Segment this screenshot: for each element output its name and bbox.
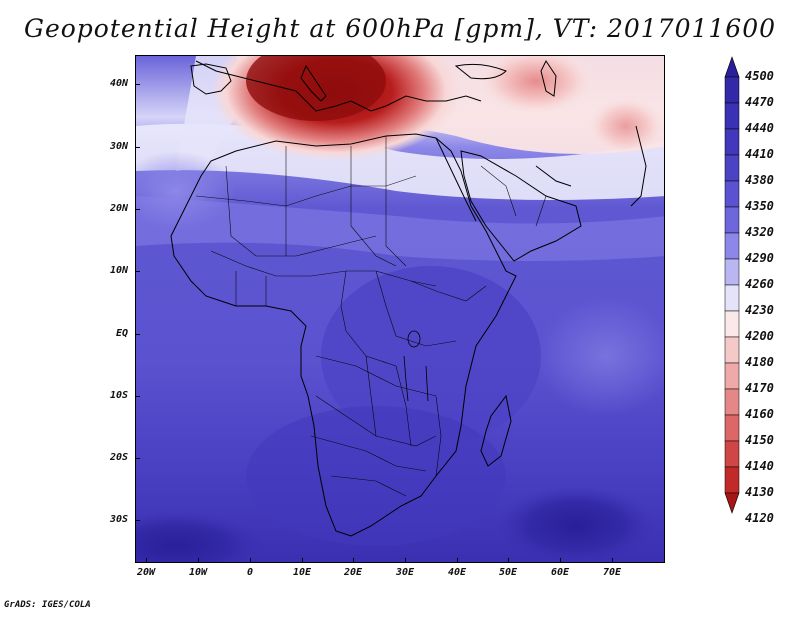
colorbar-segment	[724, 362, 740, 390]
lon-label: 40E	[447, 567, 467, 578]
colorbar-segment	[724, 102, 740, 130]
lat-tick	[135, 209, 140, 210]
lat-label: 30S	[109, 514, 128, 525]
lon-label: 10W	[188, 567, 208, 578]
colorbar-bottom-arrow	[724, 492, 740, 514]
colorbar	[724, 56, 740, 514]
colorbar-label: 4180	[745, 355, 774, 369]
colorbar-top-arrow	[724, 56, 740, 78]
lat-label: 10S	[109, 390, 128, 401]
lat-label: 20S	[109, 452, 128, 463]
colorbar-label: 4440	[745, 121, 774, 135]
colorbar-label: 4150	[745, 433, 774, 447]
south-atlantic-deep	[136, 511, 266, 562]
colorbar-segment	[724, 284, 740, 312]
lakes	[403, 330, 429, 402]
lon-tick	[146, 558, 147, 563]
lon-tick	[560, 558, 561, 563]
light-blue-band	[136, 196, 664, 261]
lat-tick	[135, 147, 140, 148]
lat-tick	[135, 271, 140, 272]
lat-label: EQ	[115, 328, 128, 339]
lon-label: 20E	[343, 567, 363, 578]
lon-tick	[353, 558, 354, 563]
lat-label: 40N	[109, 78, 128, 89]
lon-tick	[198, 558, 199, 563]
atlantic-light	[136, 151, 236, 231]
lat-tick	[135, 396, 140, 397]
colorbar-segment	[724, 388, 740, 416]
colorbar-label: 4260	[745, 277, 774, 291]
lon-label: 60E	[550, 567, 570, 578]
lat-label: 30N	[109, 141, 128, 152]
southern-africa-low	[246, 406, 506, 546]
colorbar-label: 4290	[745, 251, 774, 265]
colorbar-segment	[724, 258, 740, 286]
lat-tick	[135, 334, 140, 335]
lon-label: 20W	[136, 567, 156, 578]
lat-tick	[135, 84, 140, 85]
lon-tick	[250, 558, 251, 563]
colorbar-label: 4380	[745, 173, 774, 187]
central-africa-low	[321, 266, 541, 446]
mediterranean-core	[246, 56, 386, 121]
colorbar-label: 4410	[745, 147, 774, 161]
colorbar-segment	[724, 440, 740, 468]
colorbar-segment	[724, 180, 740, 208]
lat-label: 20N	[109, 203, 128, 214]
map-panel	[135, 55, 665, 563]
colorbar-label: 4130	[745, 485, 774, 499]
colorbar-label: 4320	[745, 225, 774, 239]
colorbar-segment	[724, 76, 740, 104]
lon-tick	[302, 558, 303, 563]
map-field	[136, 56, 664, 562]
colorbar-segment	[724, 128, 740, 156]
colorbar-segment	[724, 310, 740, 338]
colorbar-segment	[724, 154, 740, 182]
credit-text: GrADS: IGES/COLA	[4, 600, 91, 610]
southern-ocean-deep	[496, 486, 656, 562]
east-pink	[586, 96, 664, 156]
coastlines	[170, 60, 647, 537]
colorbar-label: 4200	[745, 329, 774, 343]
country-borders	[195, 136, 547, 497]
lon-label: 10E	[292, 567, 312, 578]
lat-label: 10N	[109, 265, 128, 276]
lon-label: 30E	[395, 567, 415, 578]
lon-label: 50E	[498, 567, 518, 578]
lat-tick	[135, 520, 140, 521]
colorbar-label: 4470	[745, 95, 774, 109]
colorbar-label: 4230	[745, 303, 774, 317]
indian-ocean-light	[536, 296, 664, 416]
colorbar-label: 4140	[745, 459, 774, 473]
lon-label: 70E	[602, 567, 622, 578]
colorbar-label: 4350	[745, 199, 774, 213]
colorbar-segment	[724, 414, 740, 442]
lon-tick	[612, 558, 613, 563]
lon-tick	[508, 558, 509, 563]
colorbar-segment	[724, 232, 740, 260]
colorbar-label: 4160	[745, 407, 774, 421]
colorbar-segment	[724, 336, 740, 364]
chart-title: Geopotential Height at 600hPa [gpm], VT:…	[23, 14, 777, 43]
colorbar-segment	[724, 466, 740, 494]
colorbar-segment	[724, 206, 740, 234]
colorbar-label: 4500	[745, 69, 774, 83]
colorbar-label: 4170	[745, 381, 774, 395]
lon-tick	[405, 558, 406, 563]
lon-tick	[457, 558, 458, 563]
colorbar-label: 4120	[745, 511, 774, 525]
lon-label: 0	[246, 567, 254, 578]
lat-tick	[135, 458, 140, 459]
